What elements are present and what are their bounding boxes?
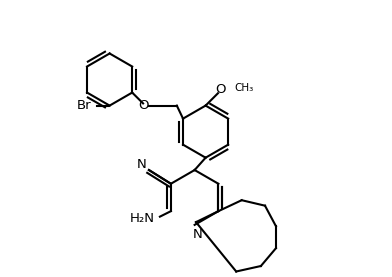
Text: O: O [139,99,149,112]
Text: N: N [137,158,147,171]
Text: H₂N: H₂N [129,212,154,225]
Text: CH₃: CH₃ [234,83,254,93]
Text: Br: Br [77,99,92,112]
Text: O: O [216,83,226,96]
Text: N: N [192,228,202,241]
